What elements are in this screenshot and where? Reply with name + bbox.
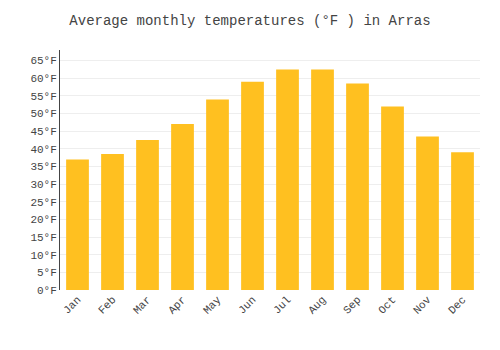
- svg-text:60°F: 60°F: [30, 73, 56, 85]
- svg-text:Nov: Nov: [411, 294, 434, 317]
- svg-text:5°F: 5°F: [37, 267, 57, 279]
- svg-text:55°F: 55°F: [30, 91, 56, 103]
- svg-text:May: May: [201, 294, 224, 317]
- svg-text:35°F: 35°F: [30, 161, 56, 173]
- svg-text:0°F: 0°F: [37, 285, 57, 297]
- svg-text:Jul: Jul: [271, 294, 293, 316]
- svg-text:20°F: 20°F: [30, 214, 56, 226]
- svg-text:Jun: Jun: [236, 294, 258, 316]
- svg-text:Dec: Dec: [446, 294, 468, 316]
- svg-text:Average monthly temperatures (: Average monthly temperatures (°F ) in Ar…: [69, 13, 430, 29]
- svg-text:45°F: 45°F: [30, 126, 56, 138]
- svg-text:15°F: 15°F: [30, 232, 56, 244]
- svg-text:40°F: 40°F: [30, 144, 56, 156]
- svg-text:Jan: Jan: [61, 294, 83, 316]
- svg-text:Apr: Apr: [166, 294, 188, 316]
- svg-text:10°F: 10°F: [30, 250, 56, 262]
- svg-text:Aug: Aug: [306, 294, 328, 316]
- svg-text:Oct: Oct: [376, 294, 398, 316]
- svg-text:Sep: Sep: [341, 294, 363, 316]
- svg-text:Mar: Mar: [131, 294, 153, 316]
- svg-text:50°F: 50°F: [30, 108, 56, 120]
- svg-text:25°F: 25°F: [30, 197, 56, 209]
- svg-text:30°F: 30°F: [30, 179, 56, 191]
- svg-text:Feb: Feb: [96, 294, 118, 316]
- svg-text:65°F: 65°F: [30, 55, 56, 67]
